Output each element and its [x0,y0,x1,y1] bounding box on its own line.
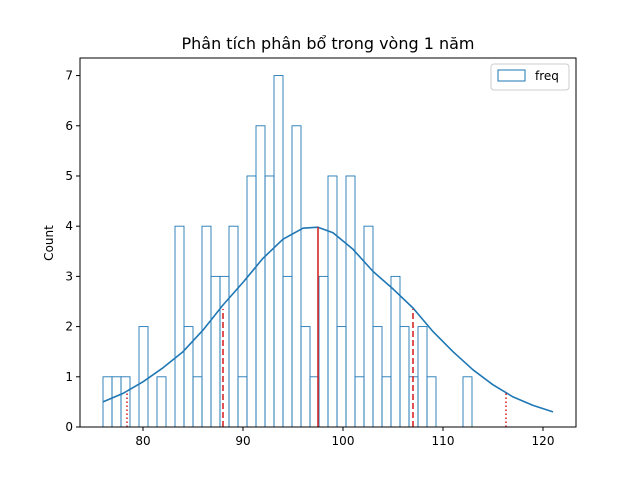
histogram-bar [426,376,437,428]
y-tick-label: 5 [65,169,73,183]
histogram-bar [156,376,167,428]
histogram-bar [246,175,257,428]
histogram-bar [417,326,428,428]
y-axis: 0 1 2 3 4 5 6 7 [65,69,80,434]
histogram-bar [192,376,203,428]
percentile-lines [126,227,507,427]
x-tick-label: 120 [532,434,555,448]
histogram-bar [273,75,284,428]
histogram-bar [138,326,149,428]
y-tick-label: 0 [65,420,73,434]
x-tick-label: 110 [432,434,455,448]
y-axis-label: Count [42,225,56,261]
chart-title: Phân tích phân bổ trong vòng 1 năm [181,34,474,53]
histogram-bar [282,275,293,428]
legend-label-freq: freq [535,69,559,83]
y-tick-label: 7 [65,69,73,83]
plot-frame [79,57,577,428]
histogram-bar [264,175,275,428]
x-tick-label: 80 [135,434,150,448]
legend-swatch [497,69,526,82]
histogram-bar [363,225,374,428]
histogram-bar [345,175,356,428]
histogram-bar [462,376,473,428]
y-tick-label: 3 [65,269,73,283]
histogram-bar [354,376,365,428]
histogram-bar [336,326,347,428]
histogram-bar [120,376,131,428]
histogram-bar [228,225,239,428]
histogram-bar [381,376,392,428]
histogram-bar [327,175,338,428]
x-tick-label: 90 [235,434,250,448]
histogram-bar [210,275,221,428]
histogram-bar [390,275,401,428]
x-tick-label: 100 [332,434,355,448]
histogram-bar [399,326,410,428]
kde-curve [102,226,554,413]
histogram-bar [408,376,419,428]
y-tick-label: 1 [65,370,73,384]
histogram-bar [111,376,122,428]
histogram-bars [102,75,473,428]
y-tick-label: 4 [65,219,73,233]
histogram-bar [372,326,383,428]
kde-line [102,226,554,413]
histogram-bar [237,376,248,428]
legend: freq [490,63,570,91]
histogram-bar [255,125,266,428]
histogram-bar [174,225,185,428]
histogram-bar [318,275,329,428]
histogram-bar [300,326,311,428]
y-tick-label: 6 [65,119,73,133]
x-axis: 80 90 100 110 120 [135,427,554,448]
histogram-bar [291,125,302,428]
y-tick-label: 2 [65,320,73,334]
